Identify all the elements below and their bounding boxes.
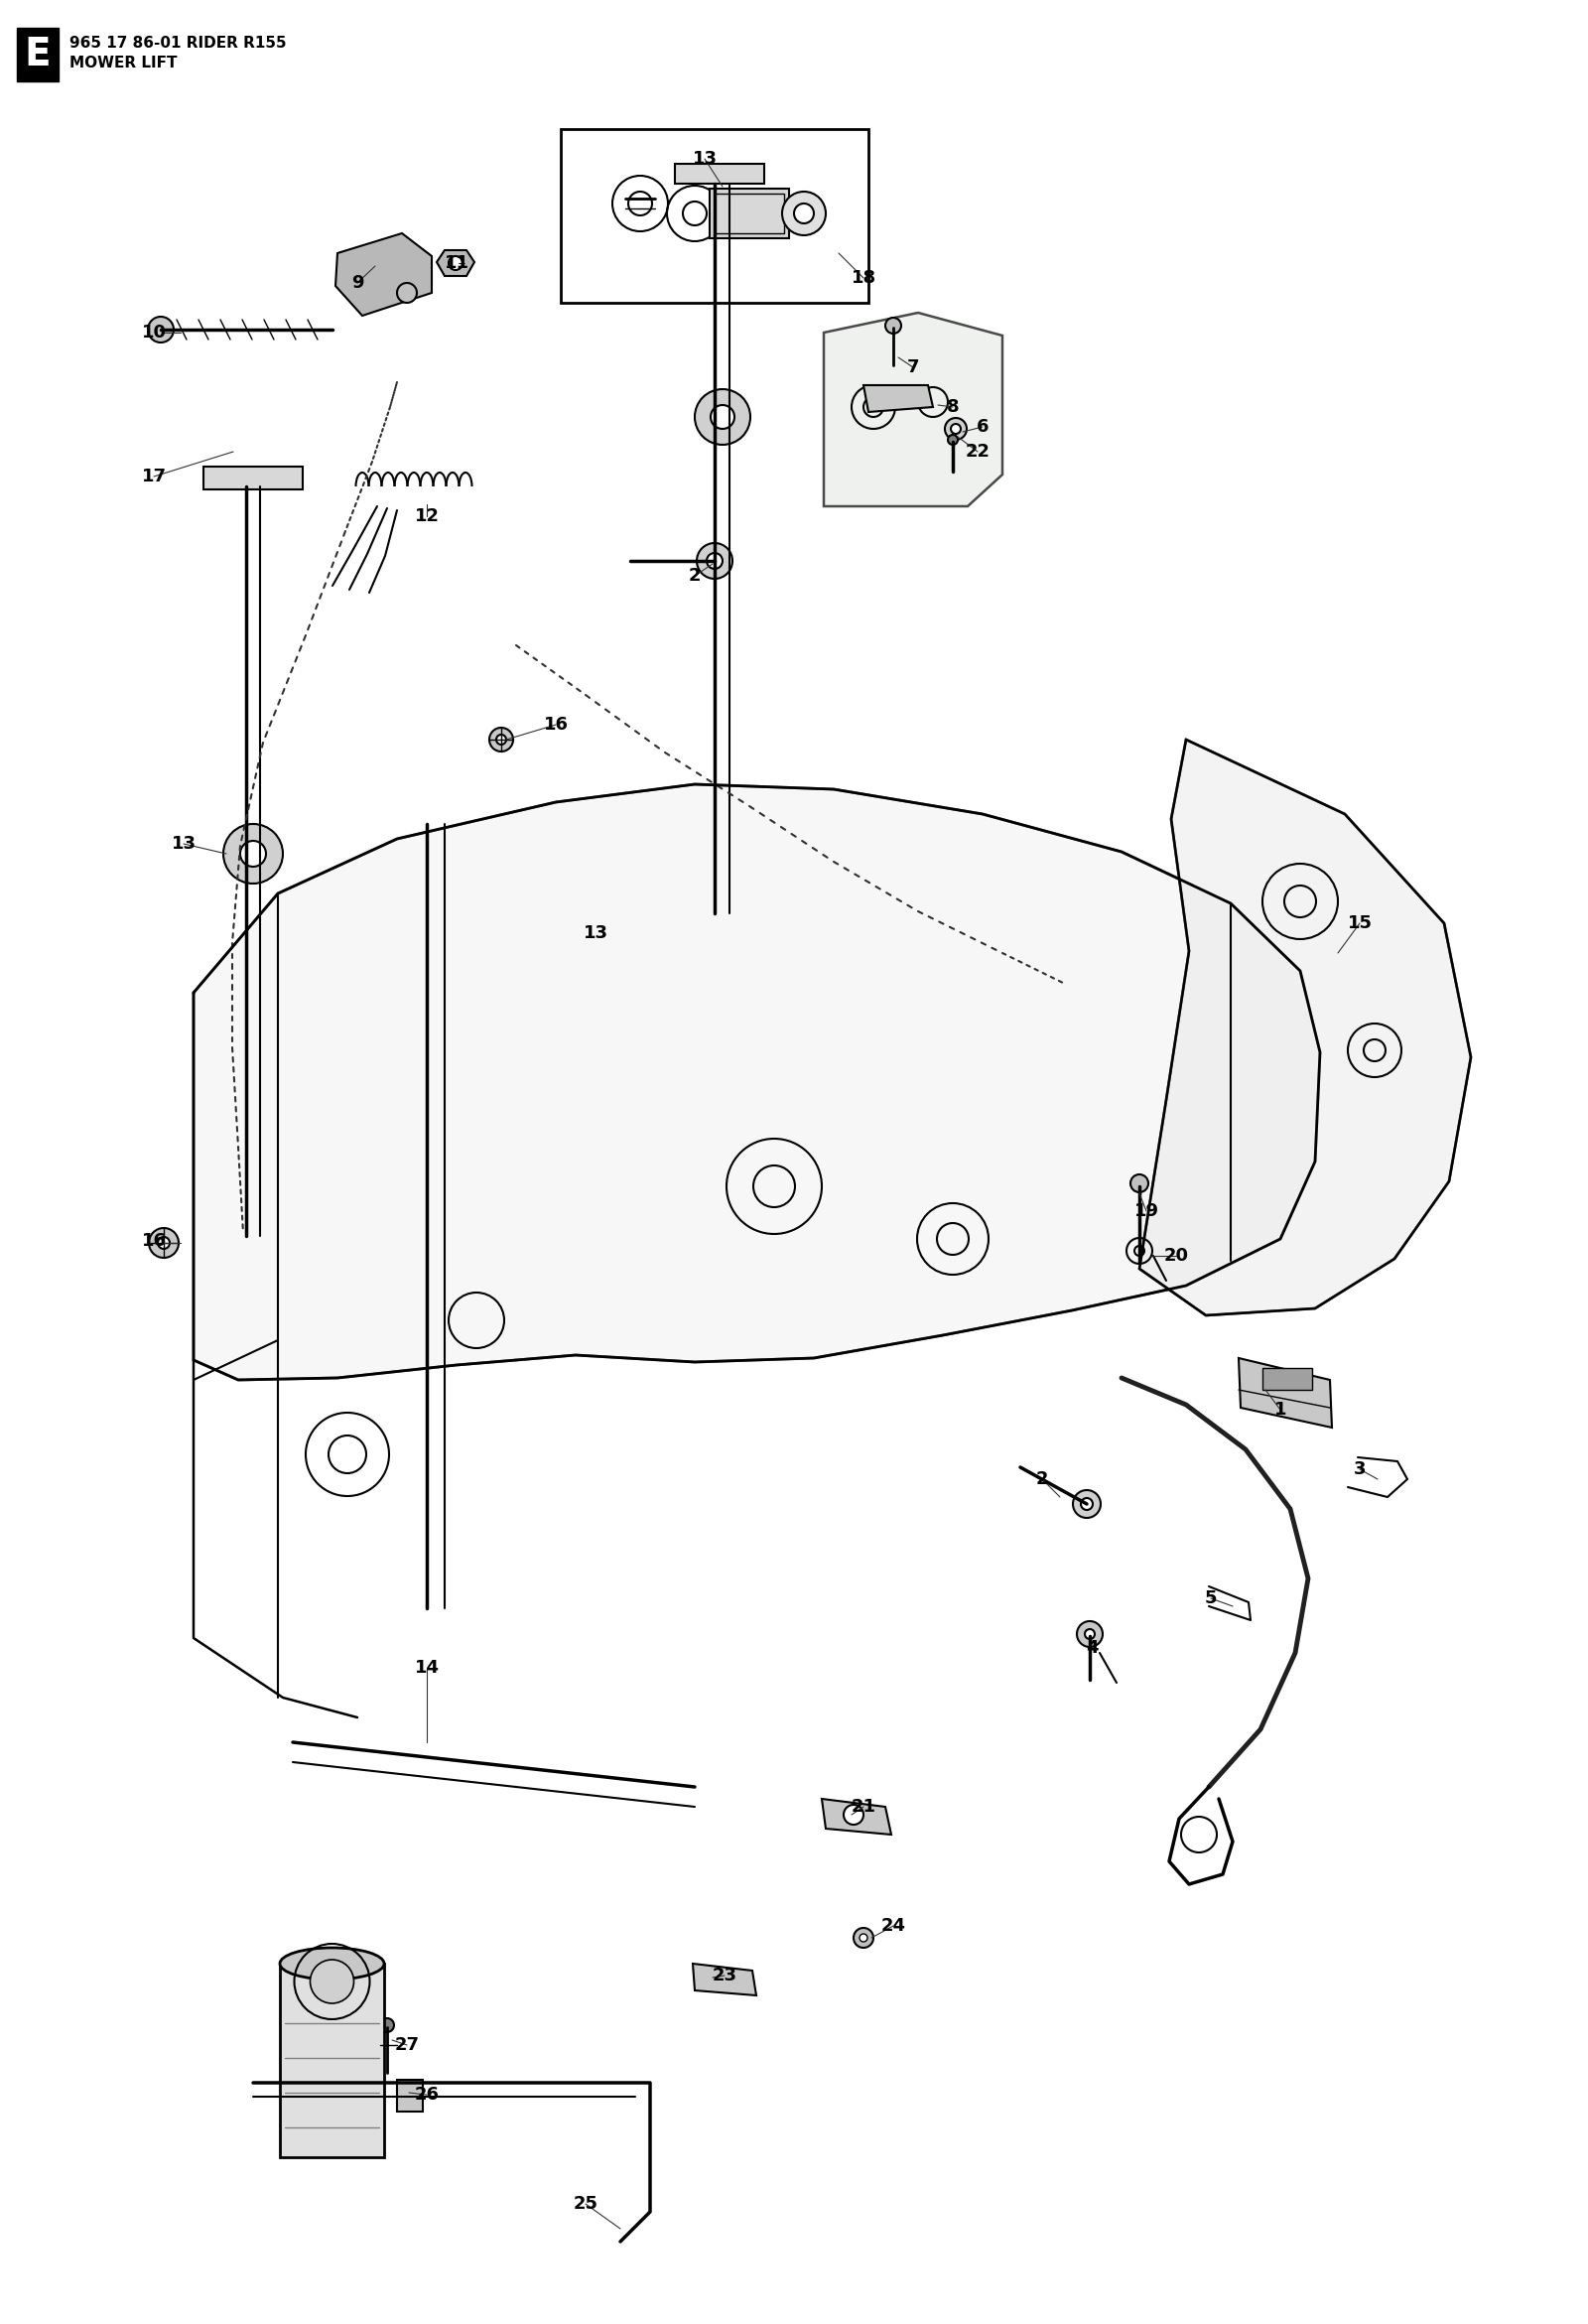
Polygon shape — [823, 1799, 891, 1834]
Polygon shape — [864, 386, 934, 411]
Text: 10: 10 — [141, 323, 167, 342]
Polygon shape — [194, 783, 1320, 1380]
Text: 13: 13 — [172, 834, 195, 853]
Circle shape — [707, 553, 723, 569]
Text: MOWER LIFT: MOWER LIFT — [70, 56, 178, 70]
Circle shape — [886, 318, 902, 335]
Text: 965 17 86-01 RIDER R155: 965 17 86-01 RIDER R155 — [70, 35, 286, 51]
Text: 24: 24 — [881, 1917, 905, 1936]
Text: 3: 3 — [1353, 1459, 1366, 1478]
Text: 22: 22 — [966, 444, 989, 460]
Circle shape — [148, 316, 173, 342]
Polygon shape — [675, 163, 764, 184]
Circle shape — [1073, 1490, 1100, 1518]
Polygon shape — [824, 314, 1002, 507]
Text: 9: 9 — [351, 274, 364, 293]
Polygon shape — [437, 251, 475, 277]
Bar — [715, 193, 784, 232]
Text: 26: 26 — [414, 2085, 440, 2103]
Circle shape — [794, 205, 813, 223]
Text: 14: 14 — [414, 1659, 440, 1676]
Circle shape — [1131, 1174, 1148, 1192]
Circle shape — [1085, 1629, 1094, 1638]
Text: 5: 5 — [1205, 1590, 1216, 1608]
Circle shape — [489, 727, 513, 751]
Circle shape — [711, 404, 734, 430]
Bar — [279, 1964, 384, 2157]
Text: 15: 15 — [1347, 913, 1372, 932]
Text: E: E — [24, 35, 51, 74]
Circle shape — [380, 2017, 394, 2031]
Text: 16: 16 — [141, 1232, 167, 1250]
Circle shape — [696, 388, 751, 444]
Circle shape — [697, 544, 732, 579]
Text: 4: 4 — [1086, 1638, 1097, 1657]
Polygon shape — [692, 1964, 756, 1996]
Text: 13: 13 — [692, 151, 718, 167]
Circle shape — [854, 1929, 873, 1948]
Circle shape — [781, 191, 826, 235]
Text: 25: 25 — [573, 2194, 599, 2212]
Circle shape — [948, 435, 958, 444]
Circle shape — [945, 418, 967, 439]
Bar — [710, 188, 789, 239]
Bar — [397, 2080, 422, 2113]
Text: 8: 8 — [946, 397, 959, 416]
Circle shape — [157, 1236, 170, 1248]
Circle shape — [1081, 1499, 1093, 1511]
Text: 7: 7 — [907, 358, 919, 376]
Text: 12: 12 — [414, 507, 440, 525]
Polygon shape — [1140, 739, 1470, 1315]
Circle shape — [843, 1806, 864, 1824]
Polygon shape — [203, 467, 303, 490]
Circle shape — [240, 841, 267, 867]
Text: 19: 19 — [1134, 1202, 1159, 1220]
Circle shape — [1077, 1622, 1102, 1648]
Ellipse shape — [279, 1948, 384, 1980]
Text: 20: 20 — [1164, 1248, 1188, 1264]
Polygon shape — [1239, 1357, 1332, 1427]
Text: 2: 2 — [689, 567, 700, 586]
Bar — [1262, 1369, 1312, 1390]
Text: 2: 2 — [1035, 1471, 1048, 1487]
Polygon shape — [335, 232, 432, 316]
Circle shape — [951, 423, 961, 435]
Text: 17: 17 — [141, 467, 167, 486]
Circle shape — [149, 1227, 178, 1257]
Bar — [561, 130, 869, 302]
Text: 16: 16 — [543, 716, 569, 734]
Text: 6: 6 — [977, 418, 989, 437]
Text: 23: 23 — [711, 1966, 737, 1985]
Circle shape — [310, 1959, 354, 2003]
Circle shape — [397, 284, 416, 302]
Circle shape — [449, 256, 462, 270]
Circle shape — [224, 825, 283, 883]
Text: 13: 13 — [583, 925, 608, 941]
Text: 11: 11 — [445, 253, 468, 272]
Text: 21: 21 — [851, 1799, 877, 1815]
Text: 1: 1 — [1274, 1401, 1286, 1418]
Text: 27: 27 — [394, 2036, 419, 2054]
Circle shape — [495, 734, 507, 744]
Text: 18: 18 — [851, 270, 877, 286]
Circle shape — [859, 1934, 867, 1943]
